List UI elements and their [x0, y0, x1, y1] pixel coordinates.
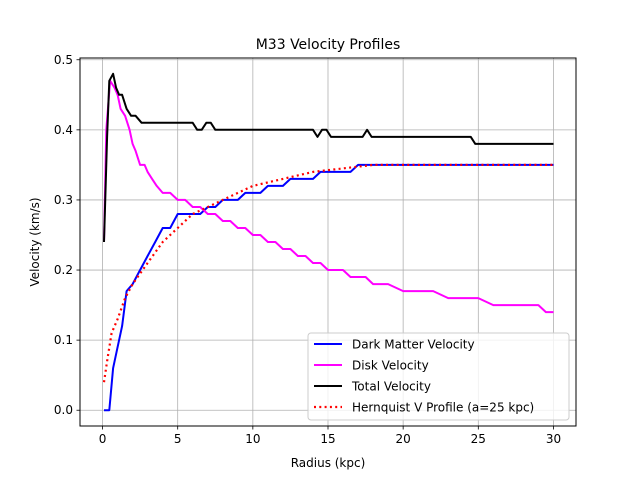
ticks: 0 5 10 15 20 25 30 0.0 0.1 0.2 0.3 0.4 0.5 — [54, 53, 561, 446]
y-axis-label: Velocity (km/s) — [28, 197, 42, 286]
x-tick-label: 5 — [174, 432, 182, 446]
series-line-disk-velocity — [103, 79, 554, 314]
legend-label: Hernquist V Profile (a=25 kpc) — [352, 401, 534, 415]
y-tick-label: 0.1 — [54, 333, 73, 347]
legend: Dark Matter Velocity Disk Velocity Total V… — [307, 332, 570, 421]
legend-label: Disk Velocity — [352, 359, 429, 373]
x-tick-label: 20 — [396, 432, 411, 446]
x-tick-label: 0 — [99, 432, 107, 446]
y-tick-label: 0.0 — [54, 403, 73, 417]
y-tick-label: 0.3 — [54, 193, 73, 207]
x-tick-label: 25 — [471, 432, 486, 446]
y-tick-label: 0.2 — [54, 263, 73, 277]
x-tick-label: 10 — [245, 432, 260, 446]
legend-label: Total Velocity — [351, 380, 431, 394]
y-tick-label: 0.4 — [54, 123, 73, 137]
y-tick-label: 0.5 — [54, 53, 73, 67]
x-tick-label: 15 — [320, 432, 335, 446]
x-tick-label: 30 — [546, 432, 561, 446]
series-line-dark-matter-velocity — [104, 163, 554, 412]
chart-title: M33 Velocity Profiles — [256, 37, 401, 53]
legend-label: Dark Matter Velocity — [352, 338, 475, 352]
series-layer — [102, 72, 554, 412]
x-axis-label: Radius (kpc) — [291, 456, 366, 470]
legend-box — [307, 332, 570, 421]
series-line-total-velocity — [103, 72, 554, 243]
